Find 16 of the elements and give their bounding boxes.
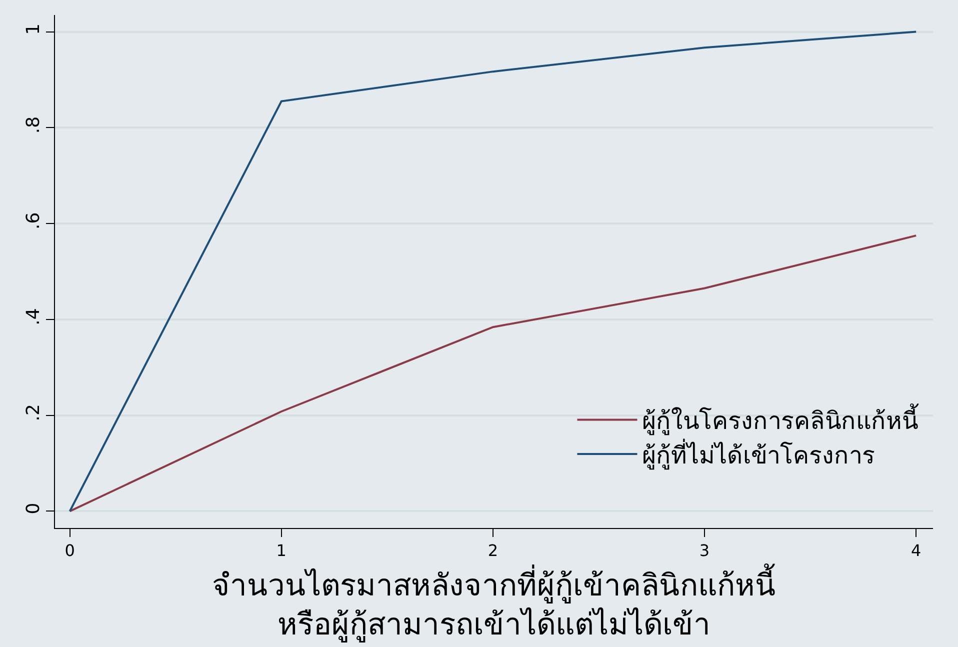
x-tick-label: 1 [276, 541, 286, 560]
x-tick-label: 4 [910, 541, 922, 560]
y-tick-label: .8 [22, 116, 44, 134]
y-tick-label: 1 [22, 23, 44, 35]
y-tick-label: .6 [22, 212, 44, 230]
line-series [68, 30, 918, 512]
line-series [68, 234, 918, 512]
x-tick-label: 0 [64, 541, 75, 560]
x-tick-label: 3 [699, 541, 710, 560]
legend-label: ผู้กู้ที่ไม่ได้เข้าโครงการ [642, 438, 876, 470]
x-axis-title: จำนวนไตรมาสหลังจากที่ผู้กู้เข้าคลินิกแก้หนี้ หรือผู้กู้สามารถเข้าได้แต่ไม่ได้เข้า [212, 564, 776, 643]
y-tick-label: .4 [22, 308, 44, 326]
y-tick-label: .2 [22, 404, 44, 422]
x-tick-label: 2 [488, 541, 498, 560]
legend-label: ผู้กู้ในโครงการคลินิกแก้หนี้ [642, 403, 920, 436]
y-tick-label: 0 [22, 502, 44, 514]
